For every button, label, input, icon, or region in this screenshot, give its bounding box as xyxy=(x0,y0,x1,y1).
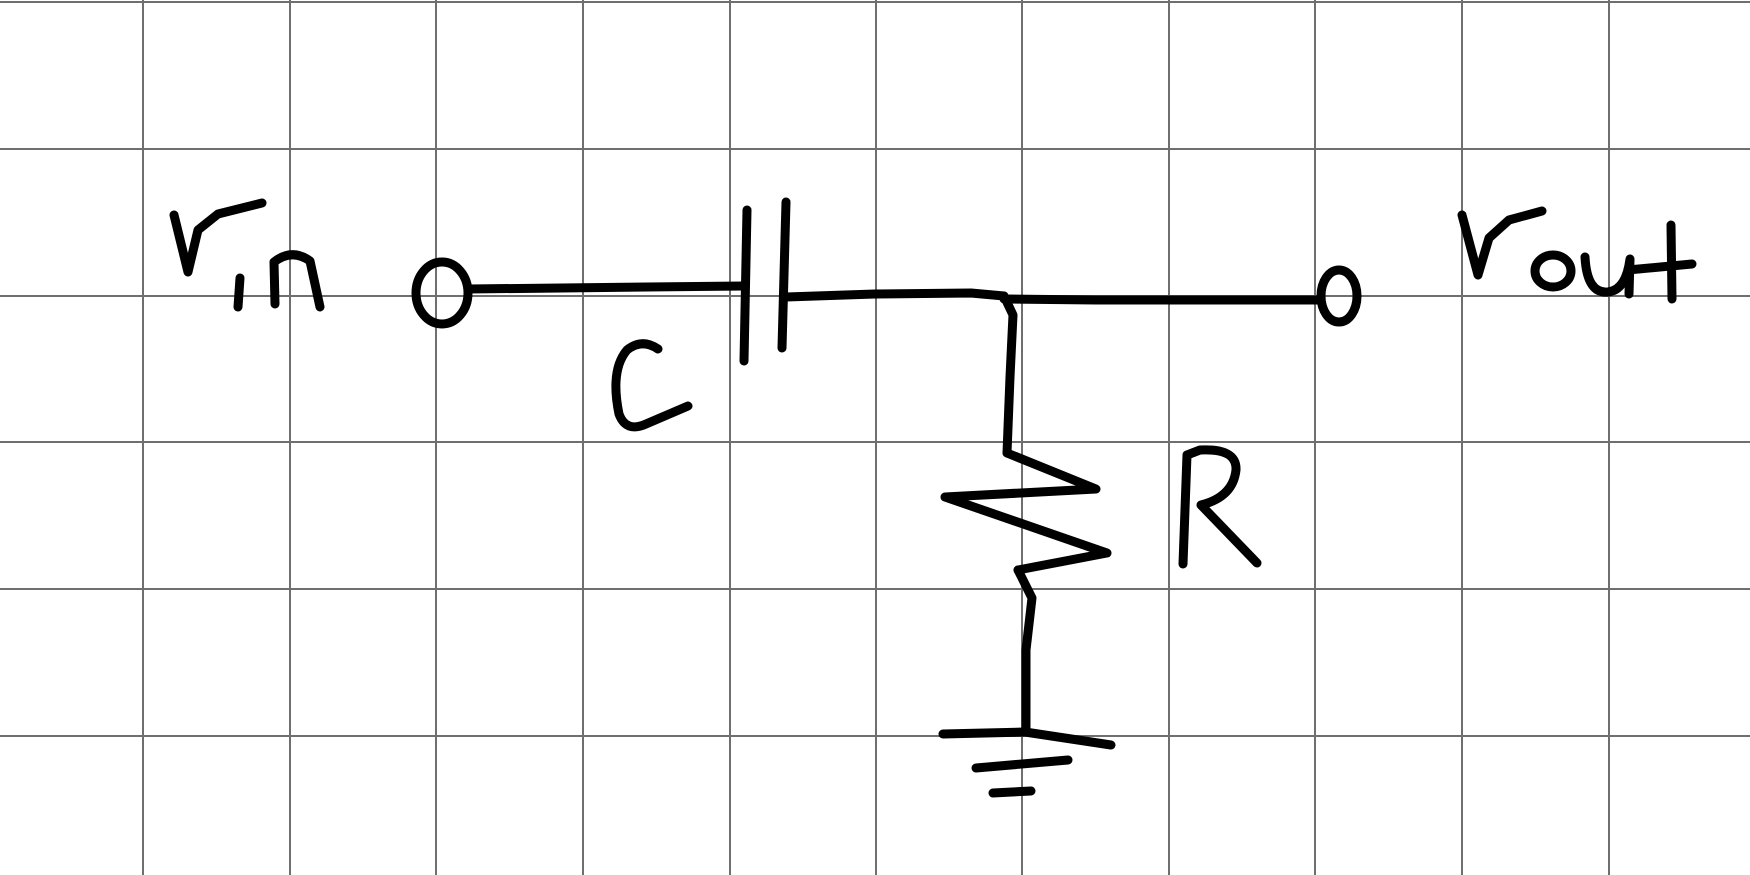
resistor-label-r xyxy=(1178,445,1262,569)
resistor-bottom-lead xyxy=(1013,565,1037,733)
capacitor-plate-right xyxy=(777,197,791,353)
capacitor xyxy=(739,197,1009,366)
input-label-vin xyxy=(169,198,325,312)
v-letter-in xyxy=(169,198,267,277)
resistor-zigzag xyxy=(940,448,1112,575)
i-letter-in xyxy=(233,273,245,312)
output-wire xyxy=(999,294,1325,305)
resistor-top-lead xyxy=(999,291,1018,458)
o-letter-out xyxy=(1530,250,1576,292)
v-letter-out xyxy=(1457,206,1547,280)
ground-line-small xyxy=(988,786,1036,798)
n-letter-in xyxy=(269,250,325,312)
output-terminal-circle xyxy=(1316,265,1362,327)
output-wire-and-terminal xyxy=(999,265,1362,327)
t-letter-out xyxy=(1623,220,1697,304)
ground-symbol xyxy=(938,727,1116,798)
capacitor-plate-left xyxy=(739,205,752,366)
ground-line-large xyxy=(938,727,1116,750)
ground-line-medium xyxy=(971,755,1073,773)
resistor xyxy=(940,291,1112,733)
output-label-vout xyxy=(1457,206,1697,304)
input-terminal xyxy=(411,257,749,329)
r-letter xyxy=(1178,445,1262,569)
capacitor-output-wire xyxy=(781,288,1009,302)
capacitor-label-c xyxy=(611,339,693,432)
input-wire xyxy=(463,281,749,294)
c-letter xyxy=(611,339,693,432)
